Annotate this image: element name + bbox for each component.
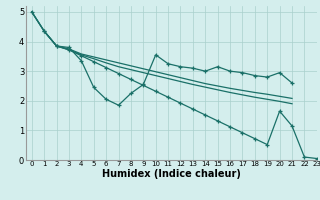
X-axis label: Humidex (Indice chaleur): Humidex (Indice chaleur)	[102, 169, 241, 179]
